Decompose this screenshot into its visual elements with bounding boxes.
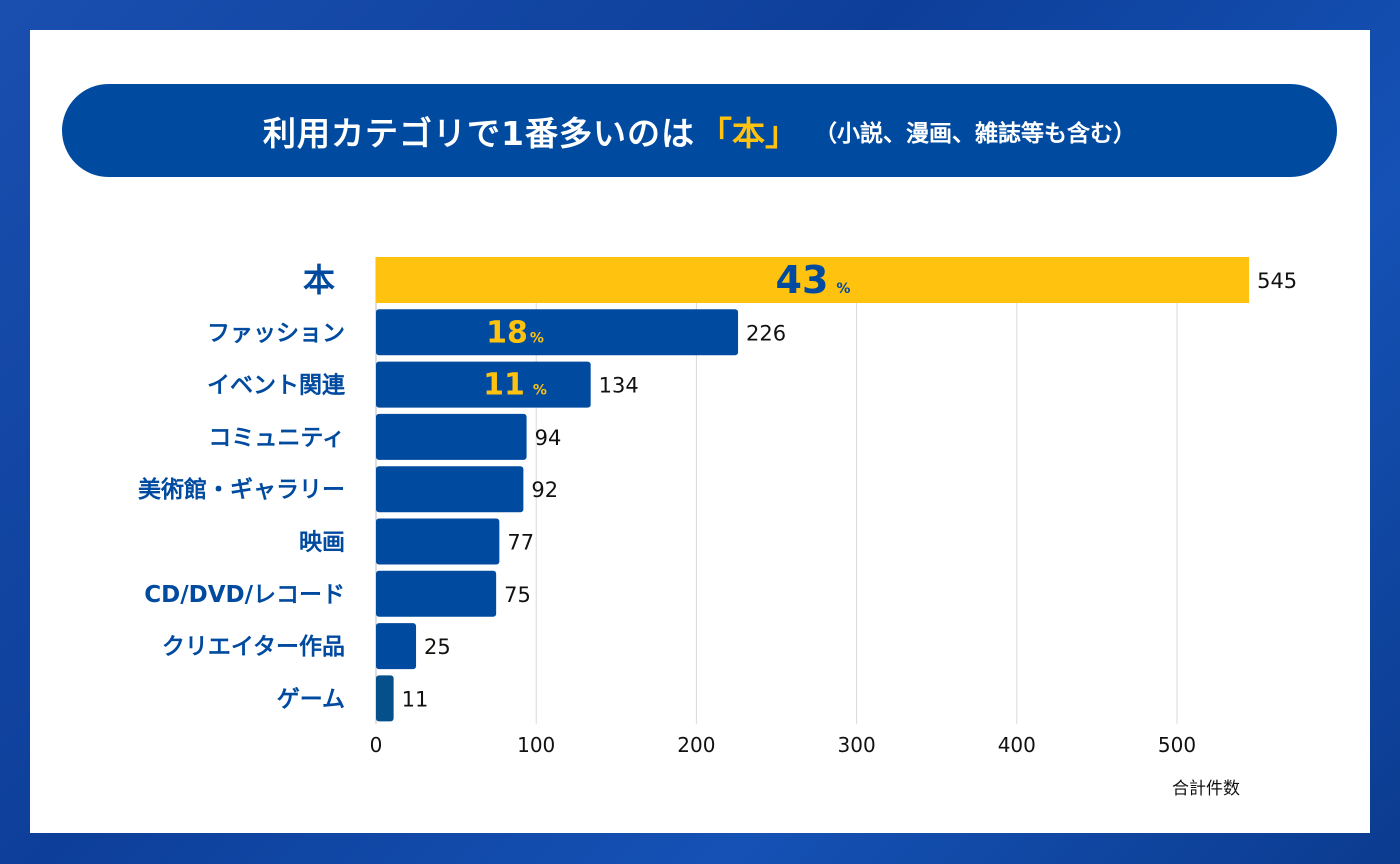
bar: [376, 361, 591, 408]
category-label: クリエイター作品: [162, 634, 345, 660]
x-tick-label: 100: [517, 733, 555, 757]
bar: [376, 257, 1250, 303]
bar: [376, 466, 524, 513]
value-label: 226: [746, 321, 786, 345]
value-label: 134: [599, 374, 639, 398]
bar: [376, 623, 417, 670]
value-label: 77: [507, 531, 534, 555]
percent-label: 18%: [486, 315, 544, 350]
bar: [376, 675, 394, 722]
value-label: 75: [504, 583, 531, 607]
chart-card: 利用カテゴリで1番多いのは 「本」 （小説、漫画、雑誌等も含む）: [30, 30, 1370, 833]
value-label: 94: [535, 426, 562, 450]
value-label: 92: [531, 478, 558, 502]
category-label: コミュニティ: [208, 425, 345, 451]
category-label: イベント関連: [207, 373, 346, 399]
value-label: 11: [402, 687, 429, 711]
value-label: 25: [424, 635, 451, 659]
percent-label: 11%: [483, 368, 547, 403]
x-axis-label: 合計件数: [1172, 779, 1240, 799]
title-banner: 利用カテゴリで1番多いのは 「本」 （小説、漫画、雑誌等も含む）: [62, 84, 1337, 177]
bar: [376, 518, 500, 565]
category-label: 美術館・ギャラリー: [138, 476, 345, 503]
category-label: CD/DVD/レコード: [144, 582, 345, 608]
x-tick-label: 400: [998, 733, 1036, 757]
title-sub: （小説、漫画、雑誌等も含む）: [813, 120, 1136, 147]
title-highlight: 「本」: [698, 113, 798, 153]
x-tick-label: 500: [1158, 733, 1196, 757]
category-label: 映画: [299, 530, 345, 556]
category-label: ファッション: [207, 320, 345, 346]
bar: [376, 309, 739, 356]
bar: [376, 570, 497, 617]
x-tick-label: 300: [838, 733, 876, 757]
value-label: 545: [1257, 269, 1297, 293]
category-label: ゲーム: [277, 686, 345, 712]
bar: [376, 413, 527, 460]
category-label: 本: [303, 261, 335, 299]
x-tick-label: 0: [370, 733, 383, 757]
title-main: 利用カテゴリで1番多いのは: [263, 113, 695, 153]
x-tick-label: 200: [677, 733, 715, 757]
percent-label: 43%: [776, 258, 851, 302]
